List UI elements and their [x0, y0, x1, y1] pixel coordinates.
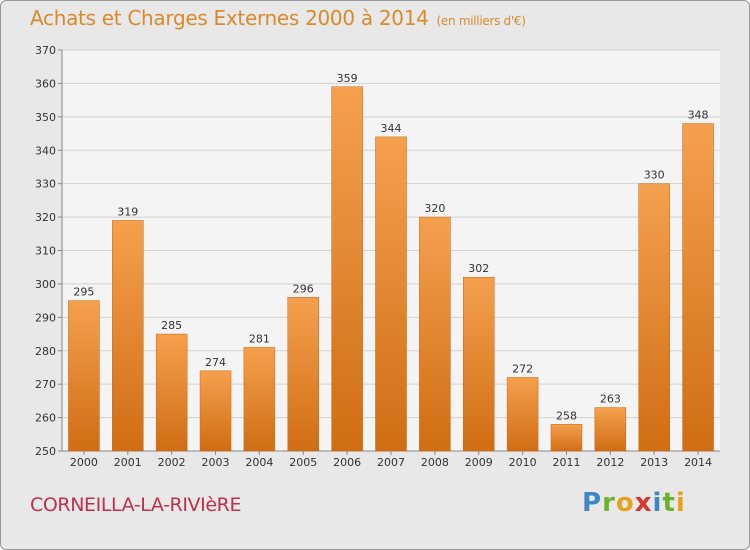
x-tick-label: 2006	[333, 456, 361, 469]
bar	[594, 407, 627, 452]
data-label: 302	[468, 262, 489, 275]
bar	[638, 183, 670, 452]
bar	[112, 220, 144, 452]
data-label: 296	[293, 282, 314, 295]
x-tick-label: 2003	[202, 456, 230, 469]
bar	[462, 276, 495, 452]
x-tick-label: 2012	[596, 456, 624, 469]
city-name: CORNEILLA-LA-RIVIèRE	[30, 494, 242, 516]
x-tick-label: 2010	[509, 456, 537, 469]
y-tick-label: 350	[35, 111, 56, 124]
bar	[419, 216, 451, 452]
x-tick-label: 2008	[421, 456, 449, 469]
data-label: 319	[117, 205, 138, 218]
y-tick-label: 310	[35, 245, 56, 258]
bar	[243, 347, 276, 452]
y-tick-label: 320	[35, 211, 56, 224]
x-tick-label: 2009	[465, 456, 493, 469]
data-label: 320	[424, 202, 445, 215]
y-tick-label: 300	[35, 278, 56, 291]
bar	[550, 424, 583, 452]
bar	[375, 136, 407, 452]
x-tick-label: 2007	[377, 456, 405, 469]
bar	[199, 370, 232, 452]
data-label: 263	[600, 393, 621, 406]
x-tick-label: 2000	[70, 456, 98, 469]
data-label: 295	[73, 286, 94, 299]
bar	[155, 333, 188, 452]
y-tick-label: 250	[35, 445, 56, 458]
chart-title: Achats et Charges Externes 2000 à 2014 (e…	[30, 6, 526, 30]
bar	[287, 297, 320, 452]
y-tick-label: 290	[35, 311, 56, 324]
proxiti-logo: Proxiti	[582, 488, 686, 518]
y-tick-label: 330	[35, 178, 56, 191]
x-tick-label: 2004	[245, 456, 273, 469]
y-tick-label: 370	[35, 44, 56, 57]
y-tick-label: 340	[35, 144, 56, 157]
x-tick-label: 2005	[289, 456, 317, 469]
x-tick-label: 2002	[158, 456, 186, 469]
data-label: 272	[512, 362, 533, 375]
x-tick-label: 2013	[640, 456, 668, 469]
data-label: 281	[249, 332, 270, 345]
y-tick-label: 270	[35, 378, 56, 391]
data-label: 348	[688, 109, 709, 122]
data-label: 274	[205, 356, 226, 369]
bar	[506, 377, 539, 452]
bar	[682, 123, 714, 452]
y-tick-label: 260	[35, 412, 56, 425]
x-tick-label: 2011	[552, 456, 580, 469]
data-label: 344	[381, 122, 402, 135]
x-tick-label: 2014	[684, 456, 712, 469]
y-tick-label: 360	[35, 77, 56, 90]
data-label: 330	[644, 169, 665, 182]
bar	[331, 86, 363, 452]
chart-title-text: Achats et Charges Externes 2000 à 2014	[30, 6, 429, 30]
data-label: 285	[161, 319, 182, 332]
data-label: 258	[556, 409, 577, 422]
chart-subtitle: (en milliers d'€)	[436, 14, 526, 28]
data-label: 359	[337, 72, 358, 85]
y-tick-label: 280	[35, 345, 56, 358]
x-tick-label: 2001	[114, 456, 142, 469]
bar	[68, 300, 100, 452]
